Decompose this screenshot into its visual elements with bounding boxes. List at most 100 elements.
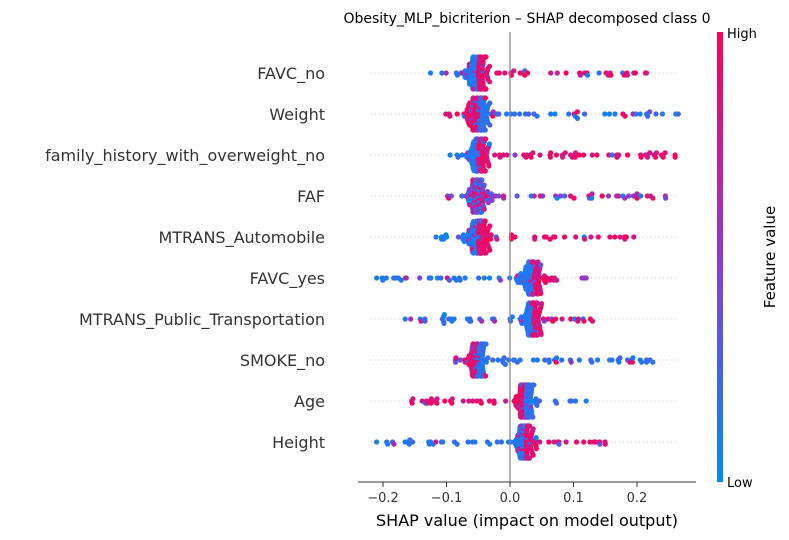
shap-point [455,234,462,240]
shap-point [572,398,579,404]
x-tick-label: −0.1 [431,491,463,506]
shap-point [573,234,579,240]
shap-point [530,150,536,156]
shap-point [494,236,500,242]
shap-point [447,152,453,158]
shap-point [468,318,474,324]
shap-point [427,70,434,76]
shap-point [485,355,491,361]
shap-point [481,182,487,188]
shap-point [402,316,408,322]
shap-point [403,275,409,281]
shap-point [637,111,643,117]
shap-point [470,398,476,404]
shap-point [385,441,391,447]
shap-point [602,111,608,117]
shap-point [632,70,639,76]
shap-point [537,439,543,445]
shap-point [534,113,540,119]
shap-point [517,357,523,363]
shap-point [487,122,493,128]
shap-point [617,355,623,361]
shap-point [428,275,434,281]
shap-point [530,452,536,458]
shap-point [553,316,559,322]
shap-point [487,441,493,447]
shap-point [553,152,560,158]
shap-point [574,109,581,115]
feature-label: Age [294,392,325,411]
shap-point [453,359,459,365]
shap-point [497,277,503,283]
shap-point [593,439,599,445]
shap-point [517,111,523,117]
shap-point [486,275,493,281]
feature-label: SMOKE_no [240,351,325,371]
shap-point [650,359,656,365]
shap-point [483,54,489,60]
shap-point [483,136,489,142]
shap-point [498,439,504,445]
shap-point [526,111,532,117]
shap-point [546,359,552,365]
shap-point [446,277,452,283]
shap-point [548,150,554,156]
shap-point [653,111,659,117]
shap-point [541,318,547,324]
shap-point [441,320,447,326]
shap-point [625,152,631,158]
shap-point [466,398,472,404]
colorbar-title: Feature value [761,206,779,308]
shap-point [410,439,416,445]
shap-point [434,400,440,406]
shap-point [589,152,595,158]
shap-point [552,111,558,117]
shap-point [496,70,502,76]
shap-point [483,341,489,347]
shap-point [502,361,508,367]
shap-point [489,197,495,203]
shap-point [563,70,569,76]
shap-point [631,234,637,240]
shap-point [410,396,416,402]
shap-point [659,111,666,117]
shap-point [582,236,588,242]
shap-point [443,70,449,76]
shap-point [650,195,656,201]
shap-point [583,398,589,404]
shap-point [481,275,487,281]
shap-point [476,275,482,281]
shap-point [554,70,560,76]
shap-point [512,152,518,158]
shap-point [609,357,615,363]
shap-point [442,398,448,404]
shap-point [433,439,439,445]
shap-point [488,232,494,238]
shap-point [524,70,531,76]
shap-point [559,316,565,322]
shap-point [454,111,460,117]
shap-point [534,402,540,408]
shap-point [599,193,605,199]
shap-point [633,111,639,117]
shap-point [594,152,600,158]
shap-point [511,68,517,74]
x-tick-label: 0.0 [500,491,521,506]
shap-point [577,72,583,78]
shap-point [453,355,459,361]
feature-labels: FAVC_no Weight family_history_with_overwei… [45,64,325,452]
shap-point [548,111,554,117]
shap-point [487,79,493,85]
feature-label: FAVC_yes [250,269,325,289]
shap-point [501,355,507,361]
shap-point [538,331,544,337]
shap-point [530,357,537,363]
feature-label: Height [272,433,325,452]
shap-point [465,439,471,445]
shap-point [482,95,488,101]
shap-point [459,152,465,158]
shap-point [534,357,541,363]
shap-point [589,191,595,197]
shap-point [566,111,572,117]
shap-point [409,400,415,406]
